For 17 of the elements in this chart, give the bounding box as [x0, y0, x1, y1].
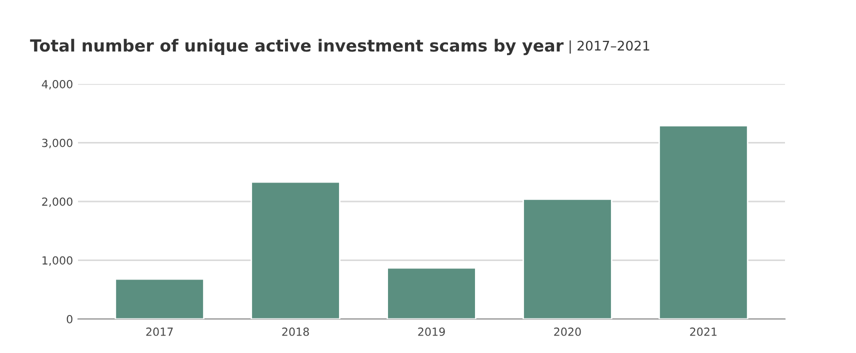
x-tick-label: 2017	[146, 328, 173, 336]
x-tick-label: 2021	[690, 328, 717, 336]
bar	[114, 278, 204, 319]
chart-title: Total number of unique active investment scams by year	[30, 38, 564, 56]
x-tick-label: 2020	[554, 328, 581, 336]
y-tick-label: 3,000	[42, 138, 72, 148]
bar	[386, 267, 476, 319]
y-tick-label: 1,000	[42, 256, 72, 266]
y-tick-label: 4,000	[42, 80, 72, 90]
y-tick-label: 0	[66, 314, 72, 324]
y-tick-label: 2,000	[42, 197, 72, 208]
bar	[522, 198, 612, 319]
x-tick-label: 2019	[418, 328, 445, 336]
bar	[658, 125, 748, 319]
bar	[250, 181, 340, 319]
x-tick-label: 2018	[282, 328, 309, 336]
chart-subtitle: | 2017–2021	[570, 40, 650, 54]
